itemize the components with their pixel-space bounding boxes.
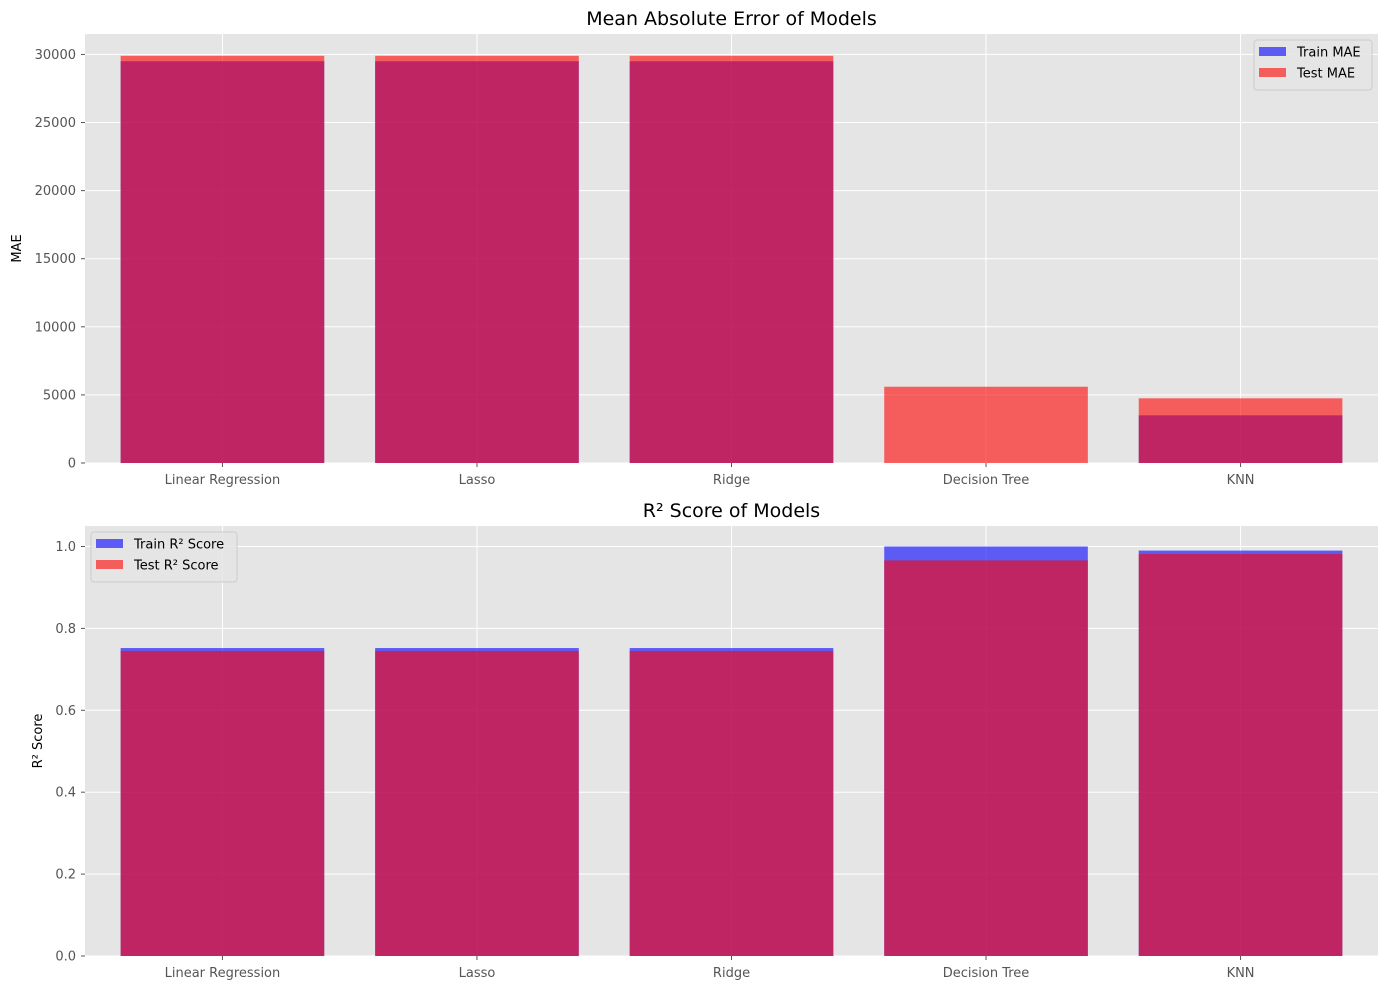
bar-test-4 bbox=[1138, 553, 1343, 956]
y-tick-label: 15000 bbox=[35, 252, 76, 267]
x-tick-label: KNN bbox=[1227, 473, 1255, 488]
x-tick-label: Ridge bbox=[713, 473, 750, 488]
y-tick-label: 0.6 bbox=[55, 704, 76, 719]
legend-box bbox=[90, 531, 238, 583]
bar-test-3 bbox=[884, 560, 1088, 956]
x-tick-label: Decision Tree bbox=[943, 966, 1030, 981]
y-tick-label: 10000 bbox=[35, 320, 76, 335]
chart-1: 0 5000 10000 15000 20000 25000 30000 Linear Reg… bbox=[10, 8, 1378, 488]
x-tick-label: Linear Regression bbox=[165, 966, 281, 981]
legend-label: Train MAE bbox=[1296, 46, 1361, 61]
y-tick-label: 20000 bbox=[35, 184, 76, 199]
chart-title: Mean Absolute Error of Models bbox=[586, 8, 877, 30]
x-tick-label: Lasso bbox=[459, 473, 496, 488]
y-tick-label: 0.2 bbox=[55, 868, 76, 883]
x-tick-label: Linear Regression bbox=[165, 473, 281, 488]
legend-label: Test MAE bbox=[1296, 67, 1355, 82]
y-tick-label: 0.4 bbox=[55, 786, 76, 801]
bar-test-2 bbox=[629, 55, 834, 464]
bar-test-1 bbox=[375, 650, 579, 956]
bar-test-3 bbox=[884, 386, 1088, 463]
legend-swatch bbox=[96, 560, 123, 569]
bar-test-4 bbox=[1138, 398, 1343, 463]
x-tick-label: Decision Tree bbox=[943, 473, 1030, 488]
y-tick-label: 30000 bbox=[35, 48, 76, 63]
legend: Train R² Score Test R² Score bbox=[90, 531, 238, 583]
legend-label: Train R² Score bbox=[133, 538, 224, 553]
x-tick-label: Lasso bbox=[459, 966, 496, 981]
x-tick-label: KNN bbox=[1227, 966, 1255, 981]
legend-label: Test R² Score bbox=[133, 559, 219, 574]
chart-2: 0.0 0.2 0.4 0.6 0.8 1.0 Linear Regression Lasso… bbox=[31, 500, 1378, 981]
bar-test-1 bbox=[375, 55, 579, 464]
y-tick-label: 5000 bbox=[43, 388, 76, 403]
chart-title: R² Score of Models bbox=[643, 500, 820, 522]
y-tick-label: 0 bbox=[68, 457, 76, 472]
legend: Train MAE Test MAE bbox=[1253, 39, 1373, 91]
bar-test-0 bbox=[120, 55, 325, 464]
y-tick-label: 25000 bbox=[35, 116, 76, 131]
y-axis-label: R² Score bbox=[31, 714, 46, 769]
y-tick-label: 1.0 bbox=[55, 540, 76, 555]
y-axis-label: MAE bbox=[10, 234, 25, 262]
legend-swatch bbox=[1259, 47, 1286, 56]
bar-test-0 bbox=[120, 650, 325, 956]
y-tick-label: 0.8 bbox=[55, 622, 76, 637]
x-tick-label: Ridge bbox=[713, 966, 750, 981]
legend-swatch bbox=[96, 539, 123, 548]
legend-swatch bbox=[1259, 68, 1286, 77]
y-tick-label: 0.0 bbox=[55, 950, 76, 965]
bar-test-2 bbox=[629, 650, 834, 956]
